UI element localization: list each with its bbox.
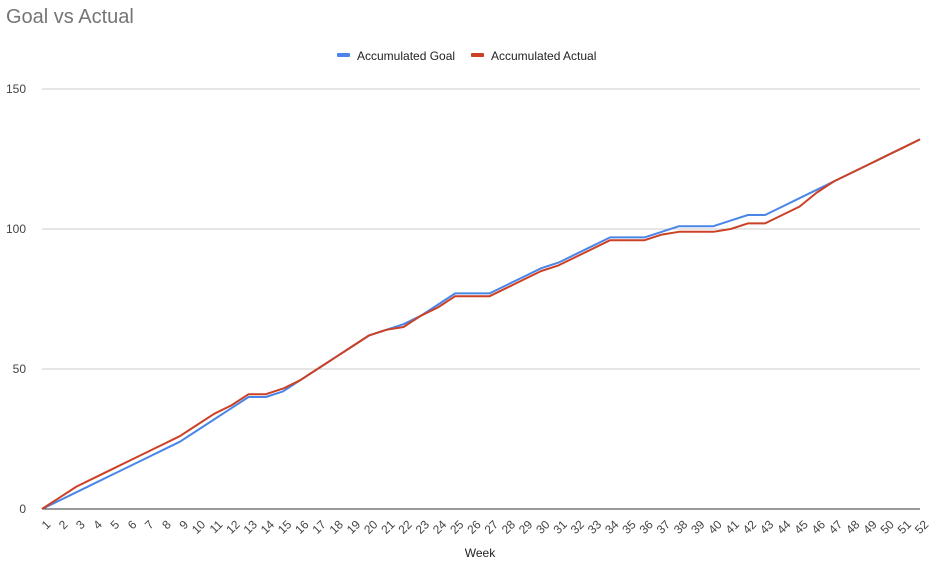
y-axis-ticks: 0 50 100 150 — [6, 82, 26, 516]
gridlines — [42, 88, 920, 510]
x-tick-label: 8 — [159, 517, 174, 532]
x-tick-label: 3 — [73, 517, 88, 532]
y-tick-label: 50 — [13, 362, 27, 376]
chart-title: Goal vs Actual — [6, 6, 134, 28]
y-tick-label: 0 — [19, 502, 26, 516]
x-axis-label: Week — [465, 546, 496, 560]
x-axis-ticks: 1 2 3 4 5 6 7 8 91011121314151617181920212223242… — [39, 517, 932, 537]
series-line-accumulated-goal[interactable] — [41, 138, 921, 510]
x-tick-label: 10 — [189, 517, 209, 537]
x-tick-label: 1 — [39, 517, 54, 532]
x-tick-label: 4 — [90, 517, 105, 532]
x-tick-label: 2 — [56, 517, 71, 532]
x-tick-label: 7 — [142, 517, 157, 532]
legend-label[interactable]: Accumulated Goal — [357, 49, 455, 63]
legend[interactable]: Accumulated Goal Accumulated Actual — [337, 49, 596, 63]
series-line-accumulated-actual[interactable] — [41, 138, 921, 510]
series-lines — [41, 138, 921, 510]
x-tick-label: 6 — [125, 517, 140, 532]
legend-swatch — [471, 53, 484, 57]
legend-swatch — [337, 53, 350, 57]
legend-label[interactable]: Accumulated Actual — [491, 49, 596, 63]
y-tick-label: 100 — [6, 222, 26, 236]
y-tick-label: 150 — [6, 82, 26, 96]
x-tick-label: 52 — [912, 517, 932, 537]
x-tick-label: 9 — [176, 517, 191, 532]
x-tick-label: 5 — [108, 517, 123, 532]
